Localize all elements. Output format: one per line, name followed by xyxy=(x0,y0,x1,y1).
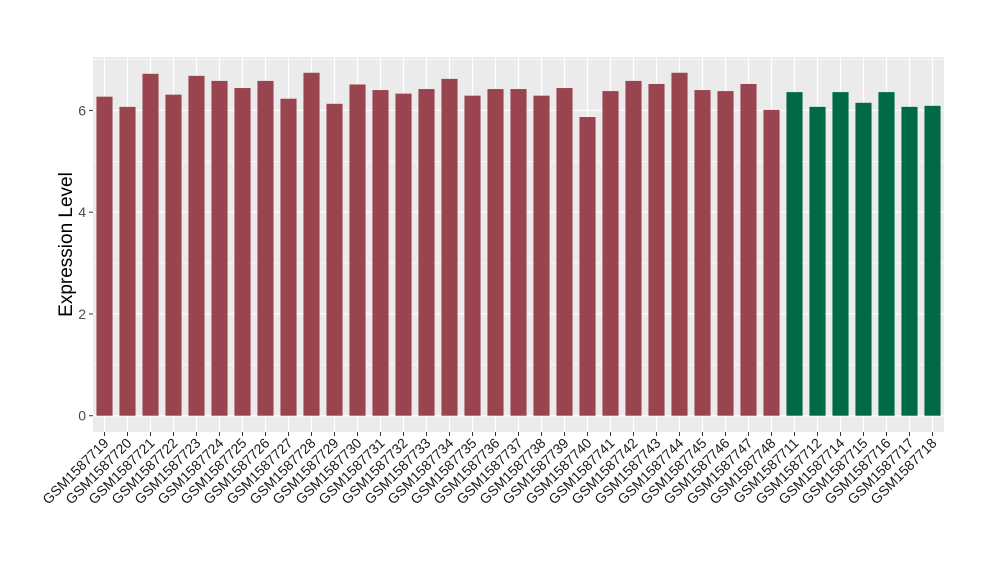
bar-GSM1587727 xyxy=(280,98,297,416)
bar-GSM1587726 xyxy=(257,80,274,416)
bar-GSM1587745 xyxy=(694,90,711,416)
x-axis: GSM1587719GSM1587720GSM1587721GSM1587722… xyxy=(39,432,940,507)
bar-GSM1587712 xyxy=(809,106,826,416)
bar-GSM1587719 xyxy=(96,96,113,416)
bar-GSM1587735 xyxy=(464,95,481,416)
bar-GSM1587743 xyxy=(648,83,665,416)
bar-GSM1587737 xyxy=(510,89,527,416)
bar-GSM1587732 xyxy=(395,93,412,416)
bar-GSM1587744 xyxy=(671,72,688,416)
bar-GSM1587718 xyxy=(924,105,941,416)
bar-GSM1587739 xyxy=(556,88,573,416)
bar-GSM1587716 xyxy=(878,92,895,416)
bar-GSM1587747 xyxy=(740,83,757,416)
bar-GSM1587748 xyxy=(763,109,780,416)
bar-GSM1587711 xyxy=(786,92,803,416)
bar-GSM1587734 xyxy=(441,78,458,416)
bar-GSM1587730 xyxy=(349,84,366,416)
bar-GSM1587723 xyxy=(188,75,205,416)
y-tick-label: 0 xyxy=(78,408,86,424)
y-axis-label: Expression Level xyxy=(56,172,77,317)
y-tick-label: 2 xyxy=(78,306,86,322)
bar-GSM1587721 xyxy=(142,73,159,416)
bar-GSM1587728 xyxy=(303,72,320,416)
y-tick-label: 6 xyxy=(78,102,86,118)
bar-GSM1587733 xyxy=(418,89,435,416)
bar-GSM1587714 xyxy=(832,92,849,416)
bar-GSM1587717 xyxy=(901,106,918,416)
y-axis: 0 2 4 6 xyxy=(78,102,93,424)
bar-GSM1587746 xyxy=(717,91,734,416)
bar-GSM1587725 xyxy=(234,88,251,416)
bar-GSM1587715 xyxy=(855,102,872,416)
bar-GSM1587731 xyxy=(372,90,389,416)
bar-GSM1587720 xyxy=(119,106,136,416)
bar-GSM1587740 xyxy=(579,117,596,416)
y-tick-label: 4 xyxy=(78,204,86,220)
bar-GSM1587741 xyxy=(602,91,619,416)
bars xyxy=(96,72,941,416)
bar-GSM1587742 xyxy=(625,80,642,416)
bar-GSM1587736 xyxy=(487,89,504,416)
bar-GSM1587724 xyxy=(211,80,228,416)
bar-GSM1587729 xyxy=(326,103,343,416)
bar-GSM1587722 xyxy=(165,94,182,416)
bar-GSM1587738 xyxy=(533,95,550,416)
